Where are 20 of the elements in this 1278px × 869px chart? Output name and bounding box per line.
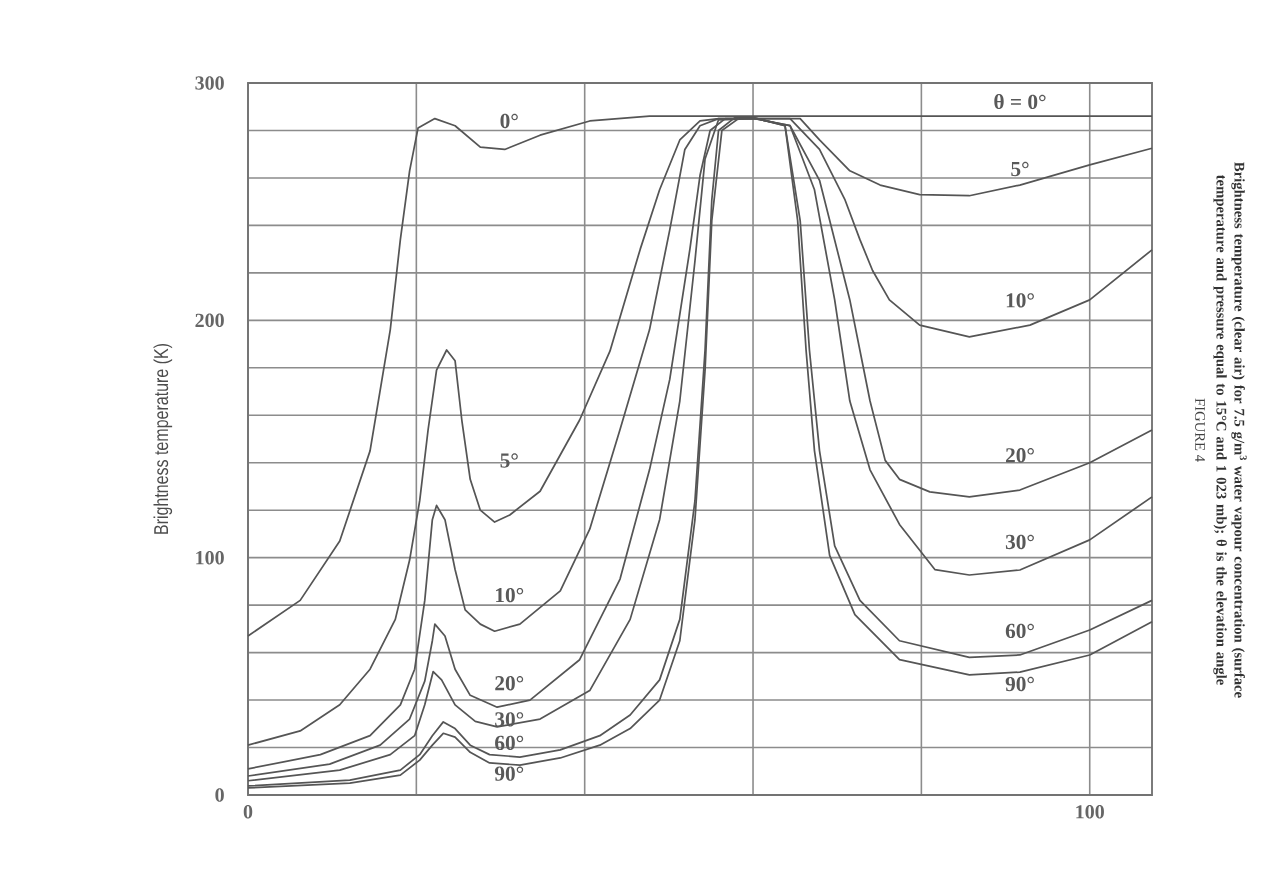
y-axis-title: Brightness temperature (K) xyxy=(153,343,173,534)
annotation: 10° xyxy=(1006,293,1034,308)
text: FIGURE 4 xyxy=(1195,398,1205,462)
annotation: 30° xyxy=(495,712,524,727)
annotation: θ = 0° xyxy=(994,94,1046,110)
y-tick-label: 100 xyxy=(196,550,224,565)
annotation: 90° xyxy=(494,766,524,781)
annotation: 5° xyxy=(1011,161,1029,177)
text: Brightness temperature (clear air) for 7.5 g/m$^{3}$ water vapour concentration (surface temperature and pressure equal to 15°C and 1 023 mb); θ is the elevation angle xyxy=(1213,162,1247,698)
annotation: 30° xyxy=(1005,534,1034,550)
annotation: 20° xyxy=(495,676,524,691)
y-tick-label: 300 xyxy=(195,76,224,90)
annotation: 60° xyxy=(495,735,524,751)
annotation: 60° xyxy=(1005,623,1034,639)
annotation: 0° xyxy=(500,113,518,129)
y-tick-label: 0 xyxy=(215,788,224,802)
annotation: 10° xyxy=(496,587,524,603)
annotation: 90° xyxy=(1005,676,1034,692)
annotation: 20° xyxy=(1005,448,1034,463)
y-tick-label: 200 xyxy=(195,313,224,328)
